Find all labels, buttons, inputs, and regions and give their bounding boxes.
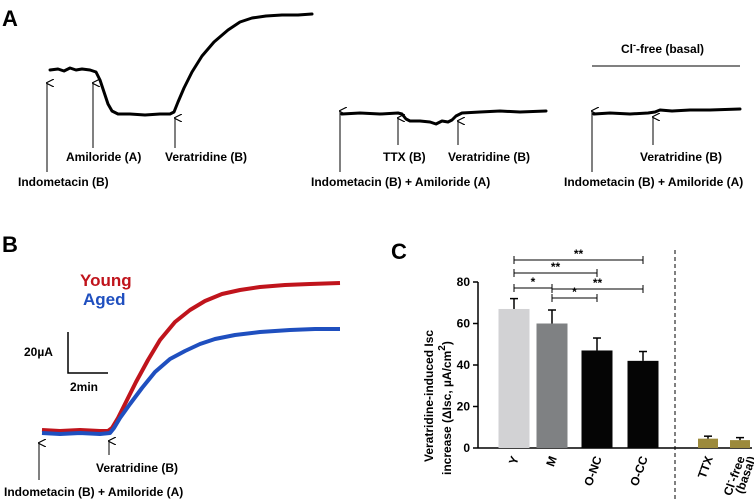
label-amiloride-1: Amiloride (A) xyxy=(66,150,141,164)
legend-young: Young xyxy=(80,271,132,290)
bar-o-nc xyxy=(581,350,613,448)
y-tick-label: 60 xyxy=(457,317,471,331)
trace-young xyxy=(41,281,341,433)
trace-aged xyxy=(41,327,340,436)
trace-3-isc xyxy=(592,107,742,116)
bar-m xyxy=(536,323,568,448)
trace-2-isc xyxy=(340,109,548,126)
y-tick-label: 40 xyxy=(457,358,471,372)
x-tick-label: TTX xyxy=(695,454,716,480)
bar-cl-free-basal- xyxy=(730,440,750,448)
label-indometacin-amiloride-b: Indometacin (B) + Amiloride (A) xyxy=(4,485,183,499)
y-axis-label-line2: increase (ΔIsc, µA/cm2) xyxy=(437,341,454,475)
label-indometacin-1: Indometacin (B) xyxy=(18,175,109,189)
scale-bar xyxy=(67,332,108,374)
y-tick-label: 0 xyxy=(463,441,470,455)
cl-free-basal-title: Cl--free (basal) xyxy=(621,40,704,56)
y-tick-label: 20 xyxy=(457,400,471,414)
label-veratridine-1: Veratridine (B) xyxy=(165,150,247,164)
label-indometacin-amiloride-3: Indometacin (B) + Amiloride (A) xyxy=(564,175,743,189)
panel-c-label: C xyxy=(391,239,407,264)
bar-y xyxy=(498,308,530,448)
significance-label: * xyxy=(572,285,577,299)
significance-label: ** xyxy=(551,260,561,274)
bar-ttx xyxy=(698,438,718,448)
x-tick-label: M xyxy=(543,454,560,468)
significance-label: ** xyxy=(574,247,584,261)
label-veratridine-3: Veratridine (B) xyxy=(640,150,722,164)
significance-label: * xyxy=(531,275,536,289)
label-veratridine-2: Veratridine (B) xyxy=(448,150,530,164)
label-ttx-2: TTX (B) xyxy=(383,150,426,164)
label-veratridine-b: Veratridine (B) xyxy=(96,461,178,475)
x-tick-label: O-CC xyxy=(627,454,651,488)
panel-a-label: A xyxy=(2,6,18,31)
scale-bar-y-label: 20µA xyxy=(24,345,53,359)
bar-o-cc xyxy=(627,360,659,448)
panel-b-label: B xyxy=(2,232,18,257)
scale-bar-x-label: 2min xyxy=(70,380,98,394)
legend-aged: Aged xyxy=(83,290,126,309)
significance-label: ** xyxy=(593,276,603,290)
x-tick-label: Y xyxy=(506,454,522,466)
trace-1-isc xyxy=(48,12,314,117)
y-tick-label: 80 xyxy=(457,275,471,289)
x-tick-label: O-NC xyxy=(581,454,605,488)
y-axis-label-line1: Veratridine-induced Isc xyxy=(422,330,436,462)
label-indometacin-amiloride-2: Indometacin (B) + Amiloride (A) xyxy=(311,175,490,189)
